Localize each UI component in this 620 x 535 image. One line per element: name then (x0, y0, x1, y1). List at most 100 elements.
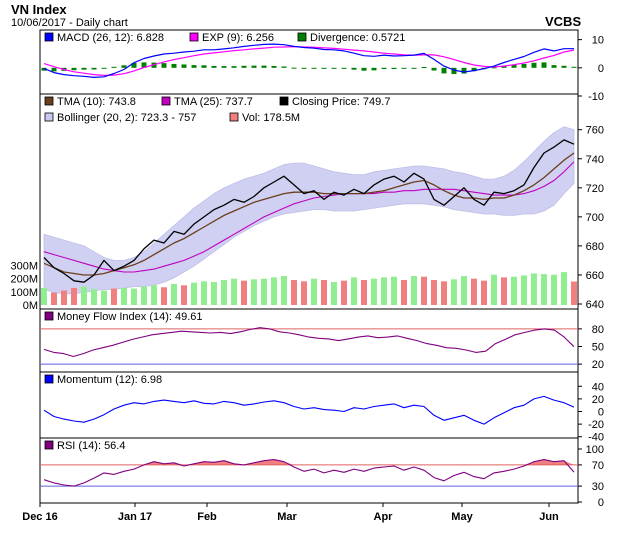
volume-bar (301, 281, 307, 305)
x-tick-label: Feb (197, 511, 217, 523)
divergence-bar (41, 67, 47, 71)
y-tick-label-rsi: 100 (586, 444, 604, 456)
volume-bar (541, 274, 547, 305)
volume-bar (331, 281, 337, 305)
legend-label-price: TMA (10): 743.8 (57, 96, 136, 108)
legend-label-price: TMA (25): 737.7 (174, 96, 253, 108)
volume-axis-label: 300M (10, 261, 38, 273)
volume-bar (101, 290, 107, 305)
y-tick-label-price: 740 (586, 154, 604, 166)
divergence-bar (331, 67, 337, 69)
legend-swatch (161, 96, 171, 106)
y-tick-label-momentum: 40 (592, 381, 604, 393)
volume-bar (561, 272, 567, 305)
chart-title: VN Index (11, 2, 67, 17)
x-tick-label: Mar (277, 511, 297, 523)
volume-bar (171, 283, 177, 305)
panel-frame-mfi (39, 308, 579, 373)
tma10-line (43, 139, 575, 283)
volume-bar (551, 274, 557, 305)
divergence-bar (521, 63, 527, 68)
divergence-bar (181, 64, 187, 68)
volume-bar (241, 280, 247, 305)
volume-bar (151, 285, 157, 305)
legend-label-macd: MACD (26, 12): 6.828 (57, 32, 164, 44)
divergence-bar (461, 67, 467, 74)
divergence-bar (411, 67, 417, 69)
legend-swatch (189, 32, 199, 42)
legend-swatch (44, 32, 54, 42)
divergence-bar (201, 65, 207, 68)
volume-bar (511, 276, 517, 305)
volume-bar (91, 289, 97, 305)
volume-axis-label: 0M (23, 300, 38, 312)
y-tick-label-macd: 10 (592, 35, 604, 47)
divergence-bar (431, 67, 437, 71)
volume-bar (471, 278, 477, 305)
macd-line (43, 43, 574, 79)
y-tick-label-rsi: 70 (592, 460, 604, 472)
volume-bar (191, 282, 197, 305)
volume-bar (481, 280, 487, 305)
legend-label-rsi: RSI (14): 56.4 (57, 440, 125, 452)
divergence-bar (161, 63, 167, 68)
momentum-line (43, 395, 575, 425)
divergence-bar (291, 67, 297, 69)
legend-swatch (44, 112, 54, 122)
volume-bar (251, 279, 257, 305)
volume-bar (451, 279, 457, 305)
y-tick-label-momentum: 0 (598, 407, 604, 419)
volume-bar (431, 280, 437, 305)
divergence-bar (71, 67, 77, 71)
divergence-bar (191, 65, 197, 68)
divergence-bar (121, 65, 127, 68)
rsi-overbought-area (144, 461, 184, 465)
exp-line (43, 46, 575, 77)
volume-bar (381, 277, 387, 305)
divergence-bar (321, 67, 327, 69)
volume-bar (521, 275, 527, 305)
divergence-bar (211, 65, 217, 68)
legend-swatch (44, 311, 54, 321)
legend-label-price: Bollinger (20, 2): 723.3 - 757 (57, 112, 196, 124)
legend-label-price: Closing Price: 749.7 (292, 96, 390, 108)
volume-bar (41, 287, 47, 305)
y-tick-label-price: 700 (586, 212, 604, 224)
y-tick-label-momentum: -40 (588, 432, 604, 444)
broker-label: VCBS (545, 14, 582, 29)
divergence-bar (501, 65, 507, 68)
y-tick-label-price: 720 (586, 183, 604, 195)
divergence-bar (491, 67, 497, 69)
divergence-bar (441, 67, 447, 74)
divergence-bar (311, 67, 317, 69)
volume-bar (311, 278, 317, 305)
divergence-bar (511, 64, 517, 68)
divergence-bar (241, 65, 247, 68)
y-tick-label-macd: 0 (598, 63, 604, 75)
divergence-bar (561, 65, 567, 68)
volume-bar (211, 281, 217, 305)
rsi-line (43, 459, 575, 487)
volume-bar (341, 280, 347, 305)
x-tick-label: Jun (539, 511, 559, 523)
divergence-bar (131, 62, 137, 68)
volume-bar (291, 280, 297, 305)
divergence-bar (81, 67, 87, 70)
y-tick-label-mfi: 80 (592, 324, 604, 336)
legend-swatch (229, 112, 239, 122)
y-tick-label-rsi: 0 (598, 497, 604, 509)
volume-bar (231, 278, 237, 305)
divergence-bar (111, 66, 117, 68)
divergence-bar (421, 66, 427, 68)
legend-label-price: Vol: 178.5M (242, 112, 300, 124)
y-tick-label-mfi: 20 (592, 359, 604, 371)
volume-axis-label: 100M (10, 287, 38, 299)
volume-bar (321, 280, 327, 305)
volume-bar (161, 287, 167, 305)
chart-subtitle: 10/06/2017 - Daily chart (11, 17, 128, 29)
volume-bar (141, 286, 147, 305)
volume-bar (371, 278, 377, 305)
legend-label-momentum: Momentum (12): 6.98 (57, 374, 162, 386)
panel-frame-momentum (39, 371, 579, 439)
